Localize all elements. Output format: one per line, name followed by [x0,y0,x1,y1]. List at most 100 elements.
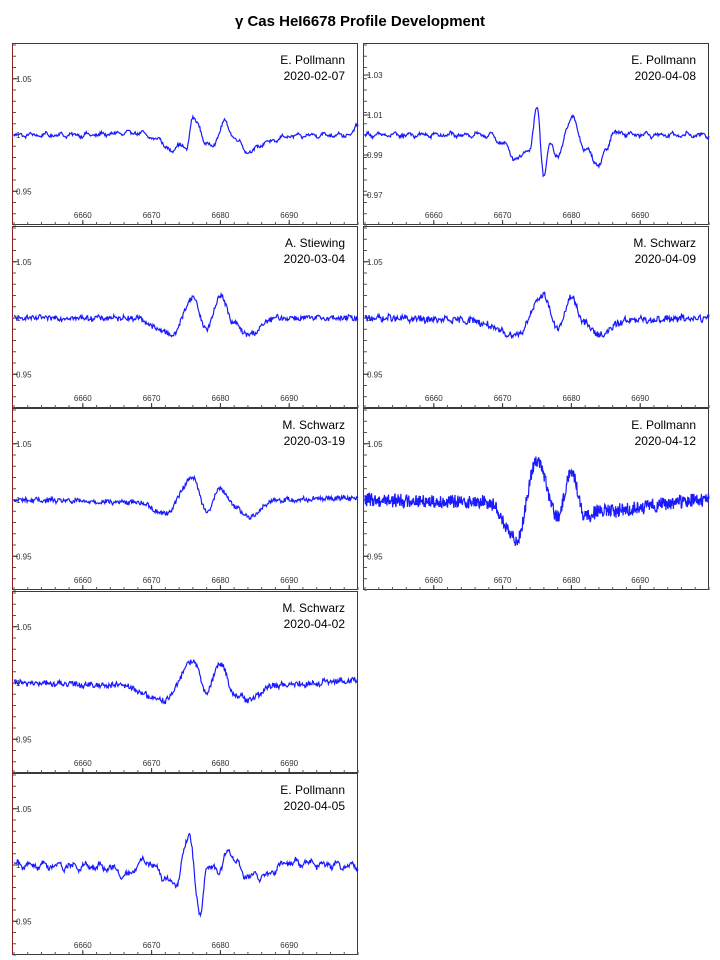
spectrum-line [364,106,710,178]
x-tick-label: 6660 [74,759,92,768]
spectrum-plot: 1.05 1 0.95 6660 6670 6680 6690 [13,227,359,409]
y-tick-label: 0.95 [16,187,32,196]
y-tick-label: 0.95 [16,735,32,744]
spectrum-line [13,291,359,338]
panel-2020-04-08: 1.03 1.01 0.99 0.97 6660 6670 6680 6690 E. Pollm… [363,43,710,226]
x-tick-label: 6670 [494,394,512,403]
x-tick-label: 6690 [631,394,649,403]
observer-name: M. Schwarz [282,418,345,432]
observation-date: 2020-04-05 [283,799,345,813]
panel-2020-04-12: 1.05 1 0.95 6660 6670 6680 6690 E. Pollmann 2020… [363,408,710,591]
x-tick-label: 6680 [563,211,581,220]
observer-name: A. Stiewing [284,236,345,250]
y-tick-label: 0.95 [16,552,32,561]
x-tick-label: 6670 [494,211,512,220]
x-tick-label: 6660 [425,211,443,220]
spectrum-line [13,659,359,705]
observer-name: E. Pollmann [280,53,345,67]
x-tick-label: 6680 [212,576,230,585]
observer-label: E. Pollmann 2020-04-12 [631,417,696,449]
spectrum-line [364,456,710,546]
figure-title: γ Cas HeI6678 Profile Development [234,13,486,30]
x-tick-label: 6660 [74,941,92,950]
x-tick-label: 6690 [280,759,298,768]
x-tick-label: 6680 [212,759,230,768]
observer-name: E. Pollmann [631,53,696,67]
y-tick-label: 0.97 [367,191,383,200]
spectrum-line [13,114,359,155]
y-tick-label: 1.05 [367,440,383,449]
spectrum-plot: 1.03 1.01 0.99 0.97 6660 6670 6680 6690 [364,44,710,226]
x-tick-label: 6660 [74,576,92,585]
observer-label: E. Pollmann 2020-04-08 [631,52,696,84]
x-tick-label: 6670 [143,211,161,220]
observation-date: 2020-04-02 [283,617,345,631]
y-tick-label: 1 [16,131,21,140]
observer-name: M. Schwarz [282,601,345,615]
x-tick-label: 6660 [425,576,443,585]
y-tick-label: 1.05 [16,440,32,449]
x-tick-label: 6680 [563,394,581,403]
x-tick-label: 6680 [212,941,230,950]
observer-label: M. Schwarz 2020-03-19 [282,417,345,449]
y-tick-label: 0.95 [367,552,383,561]
panel-2020-03-19: 1.05 1 0.95 6660 6670 6680 6690 M. Schwarz 2020-… [12,408,359,591]
y-tick-label: 1.05 [16,805,32,814]
observer-label: A. Stiewing 2020-03-04 [284,235,345,267]
observer-name: M. Schwarz [633,236,696,250]
x-tick-label: 6670 [143,941,161,950]
x-tick-label: 6680 [212,394,230,403]
x-tick-label: 6690 [280,394,298,403]
panel-2020-04-09: 1.05 1 0.95 6660 6670 6680 6690 M. Schwarz 2020-… [363,226,710,409]
y-tick-label: 0.95 [16,370,32,379]
observation-date: 2020-04-09 [634,252,696,266]
y-tick-label: 1.03 [367,71,383,80]
y-tick-label: 1 [16,496,21,505]
observation-date: 2020-04-12 [634,434,696,448]
x-tick-label: 6660 [74,211,92,220]
x-tick-label: 6670 [494,576,512,585]
observer-label: E. Pollmann 2020-02-07 [280,52,345,84]
x-tick-label: 6670 [143,759,161,768]
observer-label: M. Schwarz 2020-04-09 [633,235,696,267]
spectrum-line [364,291,710,340]
y-tick-label: 1.05 [16,258,32,267]
spectrum-line [13,832,359,918]
observation-date: 2020-03-04 [283,252,345,266]
observation-date: 2020-02-07 [283,69,345,83]
panel-2020-04-02: 1.05 1 0.95 6660 6670 6680 6690 M. Schwarz 2020-… [12,591,359,774]
panel-2020-04-05: 1.05 1 0.95 6660 6670 6680 6690 E. Pollmann 2020… [12,773,359,956]
observer-label: M. Schwarz 2020-04-02 [282,600,345,632]
x-tick-label: 6670 [143,576,161,585]
x-tick-label: 6690 [280,576,298,585]
y-tick-label: 1 [16,314,21,323]
x-tick-label: 6690 [280,941,298,950]
observer-name: E. Pollmann [280,783,345,797]
y-tick-label: 0.95 [367,370,383,379]
x-tick-label: 6660 [74,394,92,403]
y-tick-label: 0.99 [367,151,383,160]
x-tick-label: 6690 [280,211,298,220]
panel-2020-03-04: 1.05 1 0.95 6660 6670 6680 6690 A. Stiewing 2020… [12,226,359,409]
spectrum-plot: 1.05 1 0.95 6660 6670 6680 6690 [13,409,359,591]
observation-date: 2020-04-08 [634,69,696,83]
x-tick-label: 6680 [563,576,581,585]
y-tick-label: 1 [367,496,372,505]
x-tick-label: 6690 [631,576,649,585]
x-tick-label: 6680 [212,211,230,220]
y-tick-label: 1.05 [367,258,383,267]
y-tick-label: 0.95 [16,917,32,926]
y-tick-label: 1.01 [367,111,383,120]
x-tick-label: 6670 [143,394,161,403]
observer-name: E. Pollmann [631,418,696,432]
y-tick-label: 1.05 [16,75,32,84]
panel-2020-02-07: 1.05 1 0.95 6660 6670 6680 6690 E. Pollmann 2020… [12,43,359,226]
spectrum-plot: 1.05 1 0.95 6660 6670 6680 6690 [364,409,710,591]
spectrum-line [13,474,359,521]
y-tick-label: 1.05 [16,623,32,632]
x-tick-label: 6660 [425,394,443,403]
spectrum-plot: 1.05 1 0.95 6660 6670 6680 6690 [13,44,359,226]
